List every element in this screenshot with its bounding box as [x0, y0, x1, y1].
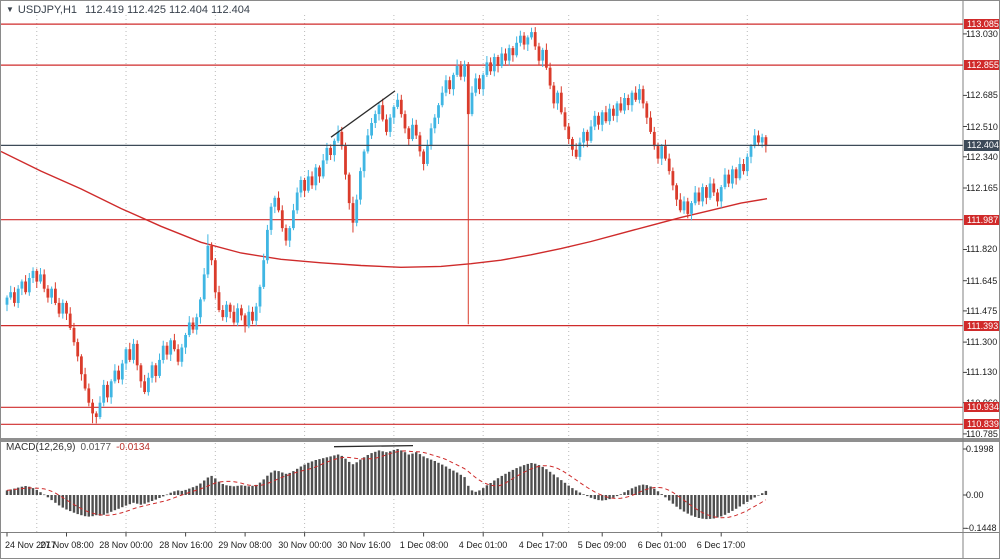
macd-scale-label: -0.1448: [966, 523, 997, 533]
time-scale-label: 28 Nov 00:00: [99, 540, 153, 550]
price-scale-label: 110.785: [966, 429, 998, 439]
price-scale-label: 112.165: [966, 183, 998, 193]
macd-indicator-label: MACD(12,26,9) 0.0177 -0.0134: [6, 442, 150, 453]
current-price-flag: 112.404: [964, 140, 999, 151]
macd-scale-label: 0.00: [966, 490, 984, 500]
price-flag-111.987[interactable]: 111.987: [964, 215, 999, 225]
panel-divider[interactable]: [1, 438, 1000, 442]
symbol-dropdown-icon[interactable]: ▼: [6, 5, 14, 14]
price-scale-label: 111.645: [966, 276, 998, 286]
time-scale-label: 30 Nov 00:00: [278, 540, 332, 550]
time-scale-label: 30 Nov 16:00: [337, 540, 391, 550]
price-scale-label: 113.030: [966, 29, 998, 39]
price-flag-113.085[interactable]: 113.085: [964, 19, 999, 29]
macd-main-value: 0.0177: [80, 442, 112, 453]
price-flag-110.839[interactable]: 110.839: [964, 419, 999, 429]
macd-scale-label: 0.1998: [966, 444, 994, 454]
time-scale-label: 27 Nov 08:00: [40, 540, 94, 550]
macd-signal-value: -0.0134: [116, 442, 150, 453]
chart-symbol-title: ▼ USDJPY,H1 112.419 112.425 112.404 112.40…: [6, 4, 250, 16]
price-flag-110.934[interactable]: 110.934: [964, 402, 999, 412]
price-scale-label: 112.510: [966, 122, 998, 132]
macd-name: MACD(12,26,9): [6, 442, 76, 453]
ohlc-quotes: 112.419 112.425 112.404 112.404: [85, 4, 250, 16]
price-scale-label: 111.130: [966, 367, 998, 377]
time-scale-label: 4 Dec 17:00: [518, 540, 568, 550]
price-scale-label: 112.685: [966, 90, 998, 100]
time-scale-label: 6 Dec 17:00: [696, 540, 746, 550]
time-scale-label: 29 Nov 08:00: [218, 540, 272, 550]
macd-histogram: [5, 449, 768, 520]
time-scale-label: 4 Dec 01:00: [458, 540, 508, 550]
candles: [5, 27, 768, 424]
horizontal-level-lines[interactable]: [1, 23, 963, 425]
trendline-macd[interactable]: [333, 444, 414, 448]
price-flag-111.393[interactable]: 111.393: [964, 321, 999, 331]
price-flag-112.855[interactable]: 112.855: [964, 60, 999, 70]
macd-signal-line: [6, 450, 767, 519]
symbol-period-label: USDJPY,H1: [17, 4, 78, 16]
price-scale-label: 111.300: [966, 337, 998, 347]
price-scale-label: 111.820: [966, 244, 998, 254]
time-scale-label: 24 Nov 2017: [5, 540, 57, 550]
price-scale-label: 112.340: [966, 152, 998, 162]
trendline-price[interactable]: [330, 90, 396, 138]
time-scale-label: 28 Nov 16:00: [159, 540, 213, 550]
time-scale-label: 5 Dec 09:00: [577, 540, 627, 550]
price-scale-label: 111.475: [966, 306, 998, 316]
time-scale-label: 1 Dec 08:00: [399, 540, 449, 550]
moving-average-line[interactable]: [1, 150, 768, 269]
time-scale-label: 6 Dec 01:00: [637, 540, 687, 550]
